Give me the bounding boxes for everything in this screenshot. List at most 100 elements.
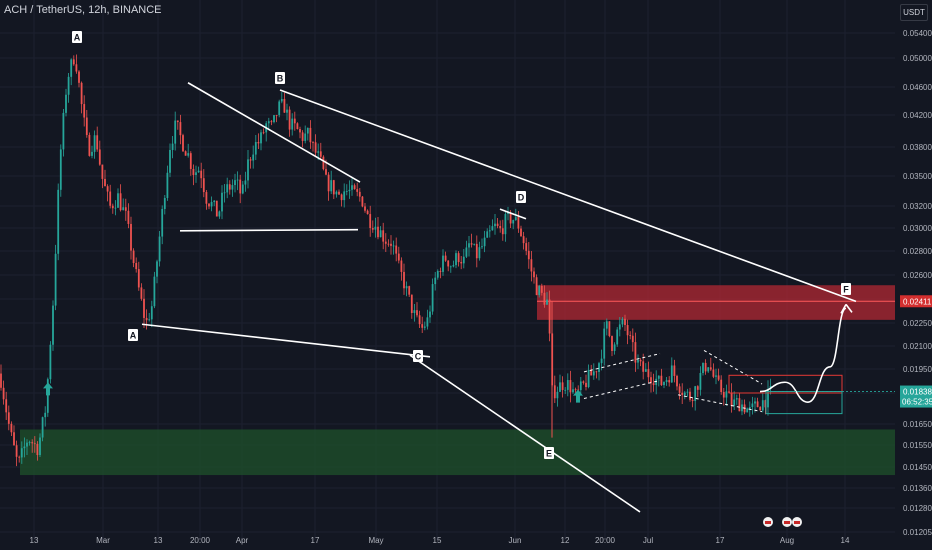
candle-body [462,256,465,264]
candle [244,171,247,192]
candle [657,375,660,387]
candle [247,149,249,189]
wave-label-box [128,329,138,341]
candle-body [538,285,541,296]
price-axis[interactable]: 0.05400 0.05000 0.04600 0.04200 0.03800 0.035… [903,29,932,537]
candle [611,335,613,357]
y-tick-label: 0.03000 [903,224,932,233]
candle-body [169,149,171,173]
candle [691,397,694,408]
candle-body [293,118,296,124]
candle-body [699,373,702,390]
candle-body [304,133,307,141]
candle-body [288,109,291,130]
y-tick-label: 0.03800 [903,143,932,152]
currency-badge[interactable]: USDT [900,4,928,21]
y-tick-label: 0.02600 [903,271,932,280]
candle-body [509,212,512,224]
candle-body [676,375,678,387]
candle [403,263,405,295]
candle [585,374,587,391]
candle [696,385,699,398]
candle-body [145,317,148,321]
candle-body [707,367,710,372]
candle [122,198,125,211]
candle [733,391,736,410]
candle [416,302,418,318]
channel-line [583,380,661,399]
y-tick-label: 0.02100 [903,342,932,351]
candle-body [72,59,75,65]
symbol-title: ACH / TetherUS, 12h, BINANCE [4,4,162,16]
candle-body [106,186,109,192]
candle-body [608,321,611,337]
candle [351,178,353,196]
candle-body [512,220,515,224]
candle [709,357,712,372]
candle [694,385,697,411]
candle-body [595,371,598,373]
time-axis[interactable]: 13 Mar 13 20:00 Apr 17 May 15 Jun 12 20:00 Jul 17 Aug… [30,517,850,545]
candle [353,183,356,190]
candle [582,380,585,385]
candle-body [413,310,416,314]
candle [668,376,671,387]
candle [78,70,80,88]
target-price-box [900,295,932,308]
candle-body [535,277,538,296]
last-price-box [900,385,932,408]
candle [405,281,408,297]
candle [143,289,145,329]
candle [213,199,216,207]
candle [540,283,543,296]
candle [699,366,702,396]
candle-body [179,122,182,136]
candle [470,233,473,248]
candle [715,368,717,385]
candle [686,388,689,397]
wave-label: E [544,447,554,459]
candle-body [273,115,275,123]
candle-body [455,253,457,266]
candle [613,342,616,355]
candle-body [522,236,525,244]
candle [75,54,78,74]
candle [478,241,481,261]
candle-body [681,392,684,396]
candle-body [2,387,5,400]
candle-body [624,318,626,326]
candle [629,331,632,340]
wave-label-text: E [546,449,552,459]
candle-body [572,389,574,393]
candle-body [267,121,270,124]
candle [254,135,257,160]
candle-body [449,266,452,268]
candle-body [527,250,530,260]
candle [624,314,626,331]
candle [327,172,330,201]
candle-body [270,121,273,123]
wave-label-box [841,283,851,295]
candle [218,210,221,219]
candle [647,361,650,383]
candle-body [629,335,632,337]
wave-label-text: D [518,193,525,203]
candle-body [218,211,221,217]
candle-body [457,253,460,263]
candle [488,225,491,238]
candle-body [613,344,616,351]
candle [455,250,457,269]
candle-body [57,189,60,254]
candle [439,267,442,279]
candle-body [410,294,413,314]
y-tick-label: 0.03500 [903,172,932,181]
candle-body [590,369,593,376]
candle-body [104,178,106,187]
y-tick-label: 0.01280 [903,504,932,513]
candle [343,183,346,208]
candle [174,111,177,151]
candle-body [390,243,392,246]
candle [270,120,273,126]
candle-body [702,362,704,374]
